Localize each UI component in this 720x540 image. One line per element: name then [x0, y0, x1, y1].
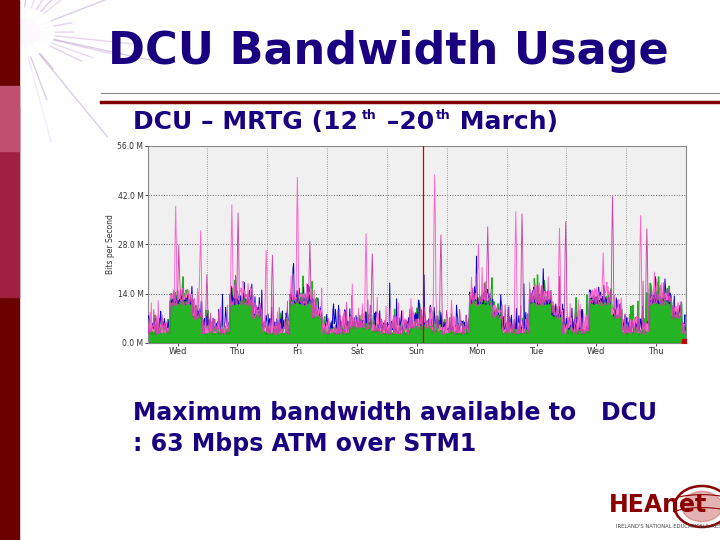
- Text: DCU Bandwidth Usage: DCU Bandwidth Usage: [109, 30, 669, 73]
- Bar: [0, 108, 19, 297]
- Text: –20: –20: [378, 110, 434, 133]
- Text: March): March): [451, 110, 559, 133]
- Text: Maximum bandwidth available to   DCU: Maximum bandwidth available to DCU: [133, 401, 657, 425]
- Text: HEAnet: HEAnet: [608, 493, 706, 517]
- Text: : 63 Mbps ATM over STM1: : 63 Mbps ATM over STM1: [133, 432, 477, 456]
- Text: DCU – MRTG (12: DCU – MRTG (12: [133, 110, 358, 133]
- Bar: [0, 86, 19, 151]
- Text: th: th: [361, 109, 376, 122]
- Text: IRELAND'S NATIONAL EDUCATION & RESEARCH NETWORK: IRELAND'S NATIONAL EDUCATION & RESEARCH …: [616, 524, 720, 529]
- Circle shape: [4, 19, 40, 46]
- Circle shape: [0, 8, 54, 57]
- Bar: [0, 0, 19, 540]
- Text: th: th: [436, 109, 451, 122]
- Y-axis label: Bits per Second: Bits per Second: [106, 214, 114, 274]
- Circle shape: [682, 491, 720, 522]
